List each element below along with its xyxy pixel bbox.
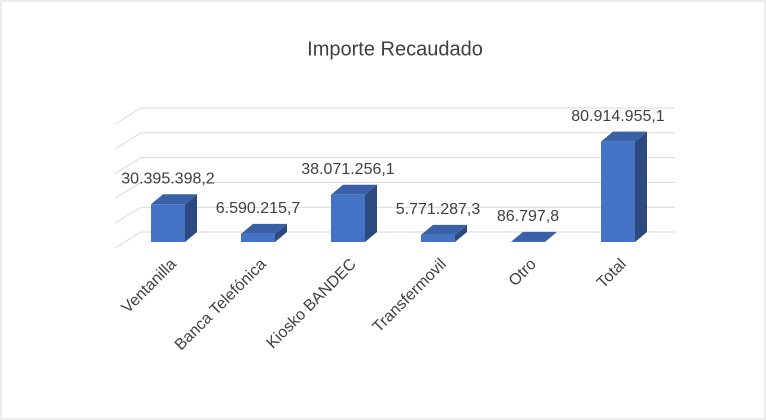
grid-line: [114, 157, 675, 175]
bar: [601, 141, 635, 242]
bar-side: [455, 224, 467, 242]
data-label: 86.797,8: [497, 208, 559, 225]
bar-side: [365, 184, 377, 242]
bar-top: [241, 223, 287, 234]
bar-top: [151, 194, 197, 205]
data-label: 38.071.256,1: [301, 161, 395, 178]
grid-line: [114, 231, 675, 249]
bar: [331, 194, 365, 242]
chart-title: Importe Recaudado: [307, 38, 483, 60]
grid-line: [114, 181, 675, 199]
data-label: 5.771.287,3: [396, 201, 481, 218]
data-label: 6.590.215,7: [216, 200, 301, 217]
bar-side: [635, 131, 647, 242]
bar-side: [185, 194, 197, 242]
data-label: 30.395.398,2: [121, 171, 215, 188]
bar-side: [275, 223, 287, 242]
bar: [241, 233, 275, 242]
bar-top: [331, 184, 377, 195]
grid-line: [114, 107, 675, 125]
bar-top: [601, 131, 647, 142]
bar-side: [545, 231, 557, 242]
bar-top: [511, 231, 557, 242]
data-label: 80.914.955,1: [571, 108, 665, 125]
bar: [421, 234, 455, 242]
bar: [151, 204, 185, 242]
bar-top: [421, 224, 467, 235]
grid-line: [114, 206, 675, 224]
grid-line: [114, 132, 675, 150]
